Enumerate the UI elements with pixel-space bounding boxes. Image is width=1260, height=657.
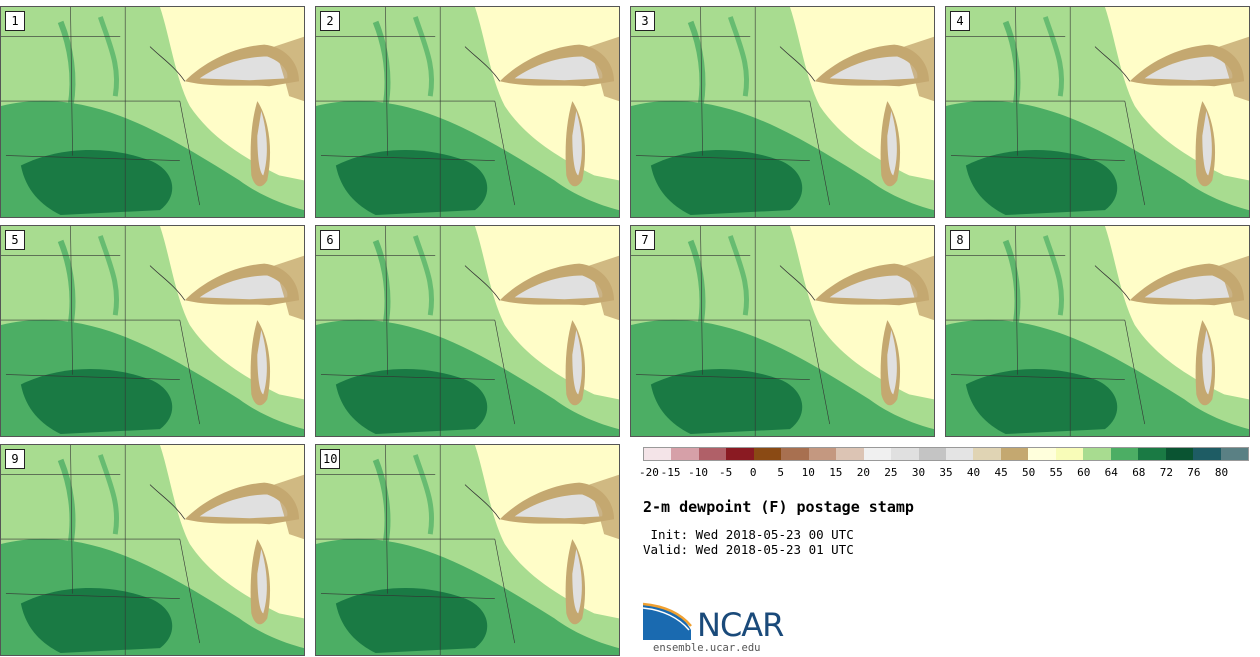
colorbar-swatch bbox=[891, 448, 919, 460]
colorbar-tick-label: 76 bbox=[1187, 466, 1201, 479]
colorbar-tick-label: 5 bbox=[777, 466, 785, 479]
colorbar-swatch bbox=[726, 448, 754, 460]
colorbar-tick-label: -20 bbox=[639, 466, 659, 479]
colorbar-swatch bbox=[671, 448, 699, 460]
colorbar-swatch bbox=[698, 448, 727, 460]
colorbar-swatch bbox=[1165, 448, 1194, 460]
map-title: 2-m dewpoint (F) postage stamp bbox=[643, 498, 914, 516]
dewpoint-map bbox=[1, 226, 304, 436]
postage-stamp-panel: 9 bbox=[0, 444, 305, 656]
colorbar-tick-label: 72 bbox=[1159, 466, 1173, 479]
member-label: 6 bbox=[320, 230, 340, 250]
colorbar-tick-label: 60 bbox=[1077, 466, 1091, 479]
colorbar-swatch bbox=[1220, 448, 1248, 460]
colorbar-swatch bbox=[918, 448, 946, 460]
colorbar-tick-label: -10 bbox=[688, 466, 709, 479]
postage-stamp-panel: 6 bbox=[315, 225, 620, 437]
colorbar-tick-label: 80 bbox=[1214, 466, 1229, 479]
logo-url: ensemble.ucar.edu bbox=[653, 642, 761, 654]
dewpoint-map bbox=[316, 445, 619, 655]
postage-stamp-panel: 10 bbox=[315, 444, 620, 656]
colorbar-swatch bbox=[1000, 448, 1029, 460]
colorbar-tick-label: 40 bbox=[966, 466, 981, 479]
member-label: 4 bbox=[950, 11, 970, 31]
colorbar-swatch bbox=[1193, 448, 1221, 460]
colorbar-tick-label: 25 bbox=[884, 466, 898, 479]
postage-stamp-panel: 4 bbox=[945, 6, 1250, 218]
postage-stamp-panel: 2 bbox=[315, 6, 620, 218]
colorbar-swatch bbox=[973, 448, 1001, 460]
logo-wordmark: NCAR bbox=[697, 606, 784, 644]
init-time: Init: Wed 2018-05-23 00 UTC bbox=[643, 527, 854, 542]
colorbar-swatch bbox=[753, 448, 782, 460]
postage-stamp-panel: 7 bbox=[630, 225, 935, 437]
colorbar-swatch bbox=[808, 448, 837, 460]
colorbar-swatch bbox=[863, 448, 892, 460]
member-label: 8 bbox=[950, 230, 970, 250]
dewpoint-map bbox=[946, 226, 1249, 436]
colorbar-tick-label: -5 bbox=[719, 466, 733, 479]
ncar-logo-icon bbox=[643, 602, 692, 640]
colorbar-ticks: -20 -15 -10 -5 0 5 10 15 20 25 30 35 40 45 50 55 60 64 68 7… bbox=[639, 466, 1249, 480]
member-label: 1 bbox=[5, 11, 25, 31]
postage-stamp-panel: 8 bbox=[945, 225, 1250, 437]
colorbar-tick-label: 68 bbox=[1132, 466, 1146, 479]
colorbar-tick-label: 0 bbox=[749, 466, 757, 479]
dewpoint-map bbox=[1, 445, 304, 655]
colorbar-swatch bbox=[836, 448, 864, 460]
valid-time: Valid: Wed 2018-05-23 01 UTC bbox=[643, 542, 854, 557]
member-label: 2 bbox=[320, 11, 340, 31]
postage-stamp-panel: 5 bbox=[0, 225, 305, 437]
dewpoint-map bbox=[316, 7, 619, 217]
dewpoint-map bbox=[946, 7, 1249, 217]
colorbar-tick-label: 64 bbox=[1104, 466, 1118, 479]
colorbar-tick-label: 45 bbox=[994, 466, 1008, 479]
colorbar-swatch bbox=[1055, 448, 1084, 460]
dewpoint-map bbox=[631, 226, 934, 436]
member-label: 5 bbox=[5, 230, 25, 250]
colorbar-tick-label: 35 bbox=[939, 466, 953, 479]
colorbar-swatch bbox=[1138, 448, 1166, 460]
colorbar-swatch bbox=[945, 448, 974, 460]
colorbar-swatch bbox=[644, 448, 672, 460]
colorbar-tick-label: -15 bbox=[660, 466, 681, 479]
colorbar bbox=[643, 447, 1249, 461]
postage-stamp-panel: 3 bbox=[630, 6, 935, 218]
member-label: 10 bbox=[320, 449, 341, 469]
postage-stamp-panel: 1 bbox=[0, 6, 305, 218]
colorbar-swatch bbox=[1083, 448, 1111, 460]
colorbar-tick-label: 20 bbox=[856, 466, 870, 479]
colorbar-swatch bbox=[1028, 448, 1056, 460]
member-label: 3 bbox=[635, 11, 655, 31]
member-label: 9 bbox=[5, 449, 25, 469]
colorbar-tick-label: 15 bbox=[829, 466, 843, 479]
dewpoint-map bbox=[316, 226, 619, 436]
dewpoint-map bbox=[1, 7, 304, 217]
member-label: 7 bbox=[635, 230, 655, 250]
dewpoint-map bbox=[631, 7, 934, 217]
colorbar-tick-label: 55 bbox=[1049, 466, 1063, 479]
colorbar-swatch bbox=[781, 448, 809, 460]
colorbar-swatch bbox=[1110, 448, 1139, 460]
colorbar-tick-label: 50 bbox=[1022, 466, 1036, 479]
colorbar-tick-label: 30 bbox=[911, 466, 926, 479]
colorbar-tick-label: 10 bbox=[801, 466, 815, 479]
